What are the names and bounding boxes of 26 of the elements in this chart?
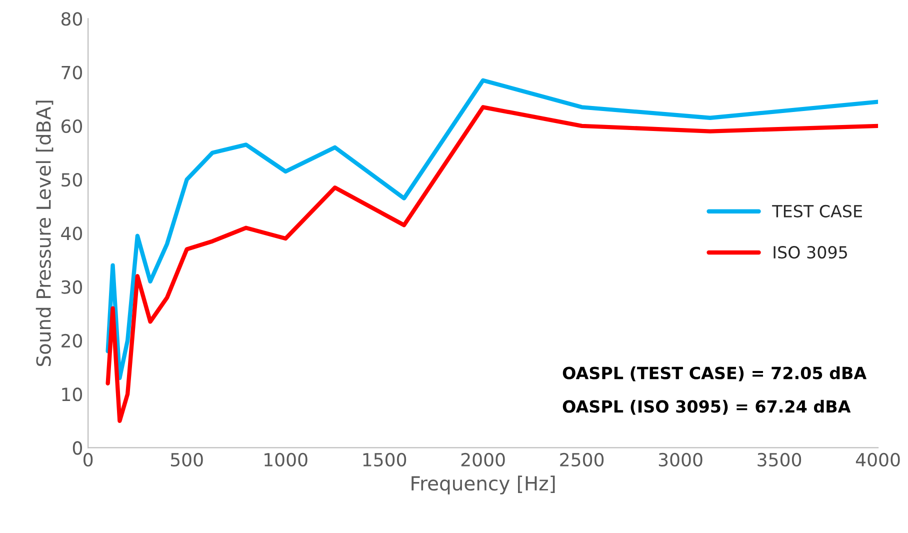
x-tick-label: 2000 xyxy=(461,452,505,467)
x-tick-label: 2500 xyxy=(560,452,604,467)
y-tick-label: 0 xyxy=(72,441,82,455)
annotation: OASPL (ISO 3095) = 67.24 dBA xyxy=(562,400,851,415)
y-tick-label: 60 xyxy=(62,119,82,134)
x-tick-label: 3000 xyxy=(658,452,702,467)
x-tick-label: 4000 xyxy=(856,452,900,467)
x-axis-title: Frequency [Hz] xyxy=(412,476,555,494)
y-axis-title: Sound Pressure Level [dBA] xyxy=(36,100,54,366)
annotation: OASPL (TEST CASE) = 72.05 dBA xyxy=(562,366,867,382)
y-tick-label: 20 xyxy=(62,334,82,348)
x-tick-label: 500 xyxy=(170,452,203,467)
y-tick-label: 10 xyxy=(62,388,82,402)
y-tick-label: 40 xyxy=(61,226,82,240)
line-series xyxy=(106,105,878,423)
legend-label: TEST CASE xyxy=(772,204,862,218)
y-tick-label: 30 xyxy=(62,280,82,294)
y-tick-label: 70 xyxy=(62,66,82,80)
y-tick-label: 50 xyxy=(62,173,82,187)
y-tick-label: 80 xyxy=(61,12,82,26)
line-series xyxy=(106,78,878,380)
x-tick-label: 3500 xyxy=(758,452,802,467)
x-tick-label: 0 xyxy=(84,452,93,467)
legend-label: ISO 3095 xyxy=(774,246,847,259)
x-tick-label: 1500 xyxy=(363,452,406,467)
x-tick-label: 1000 xyxy=(264,452,308,467)
